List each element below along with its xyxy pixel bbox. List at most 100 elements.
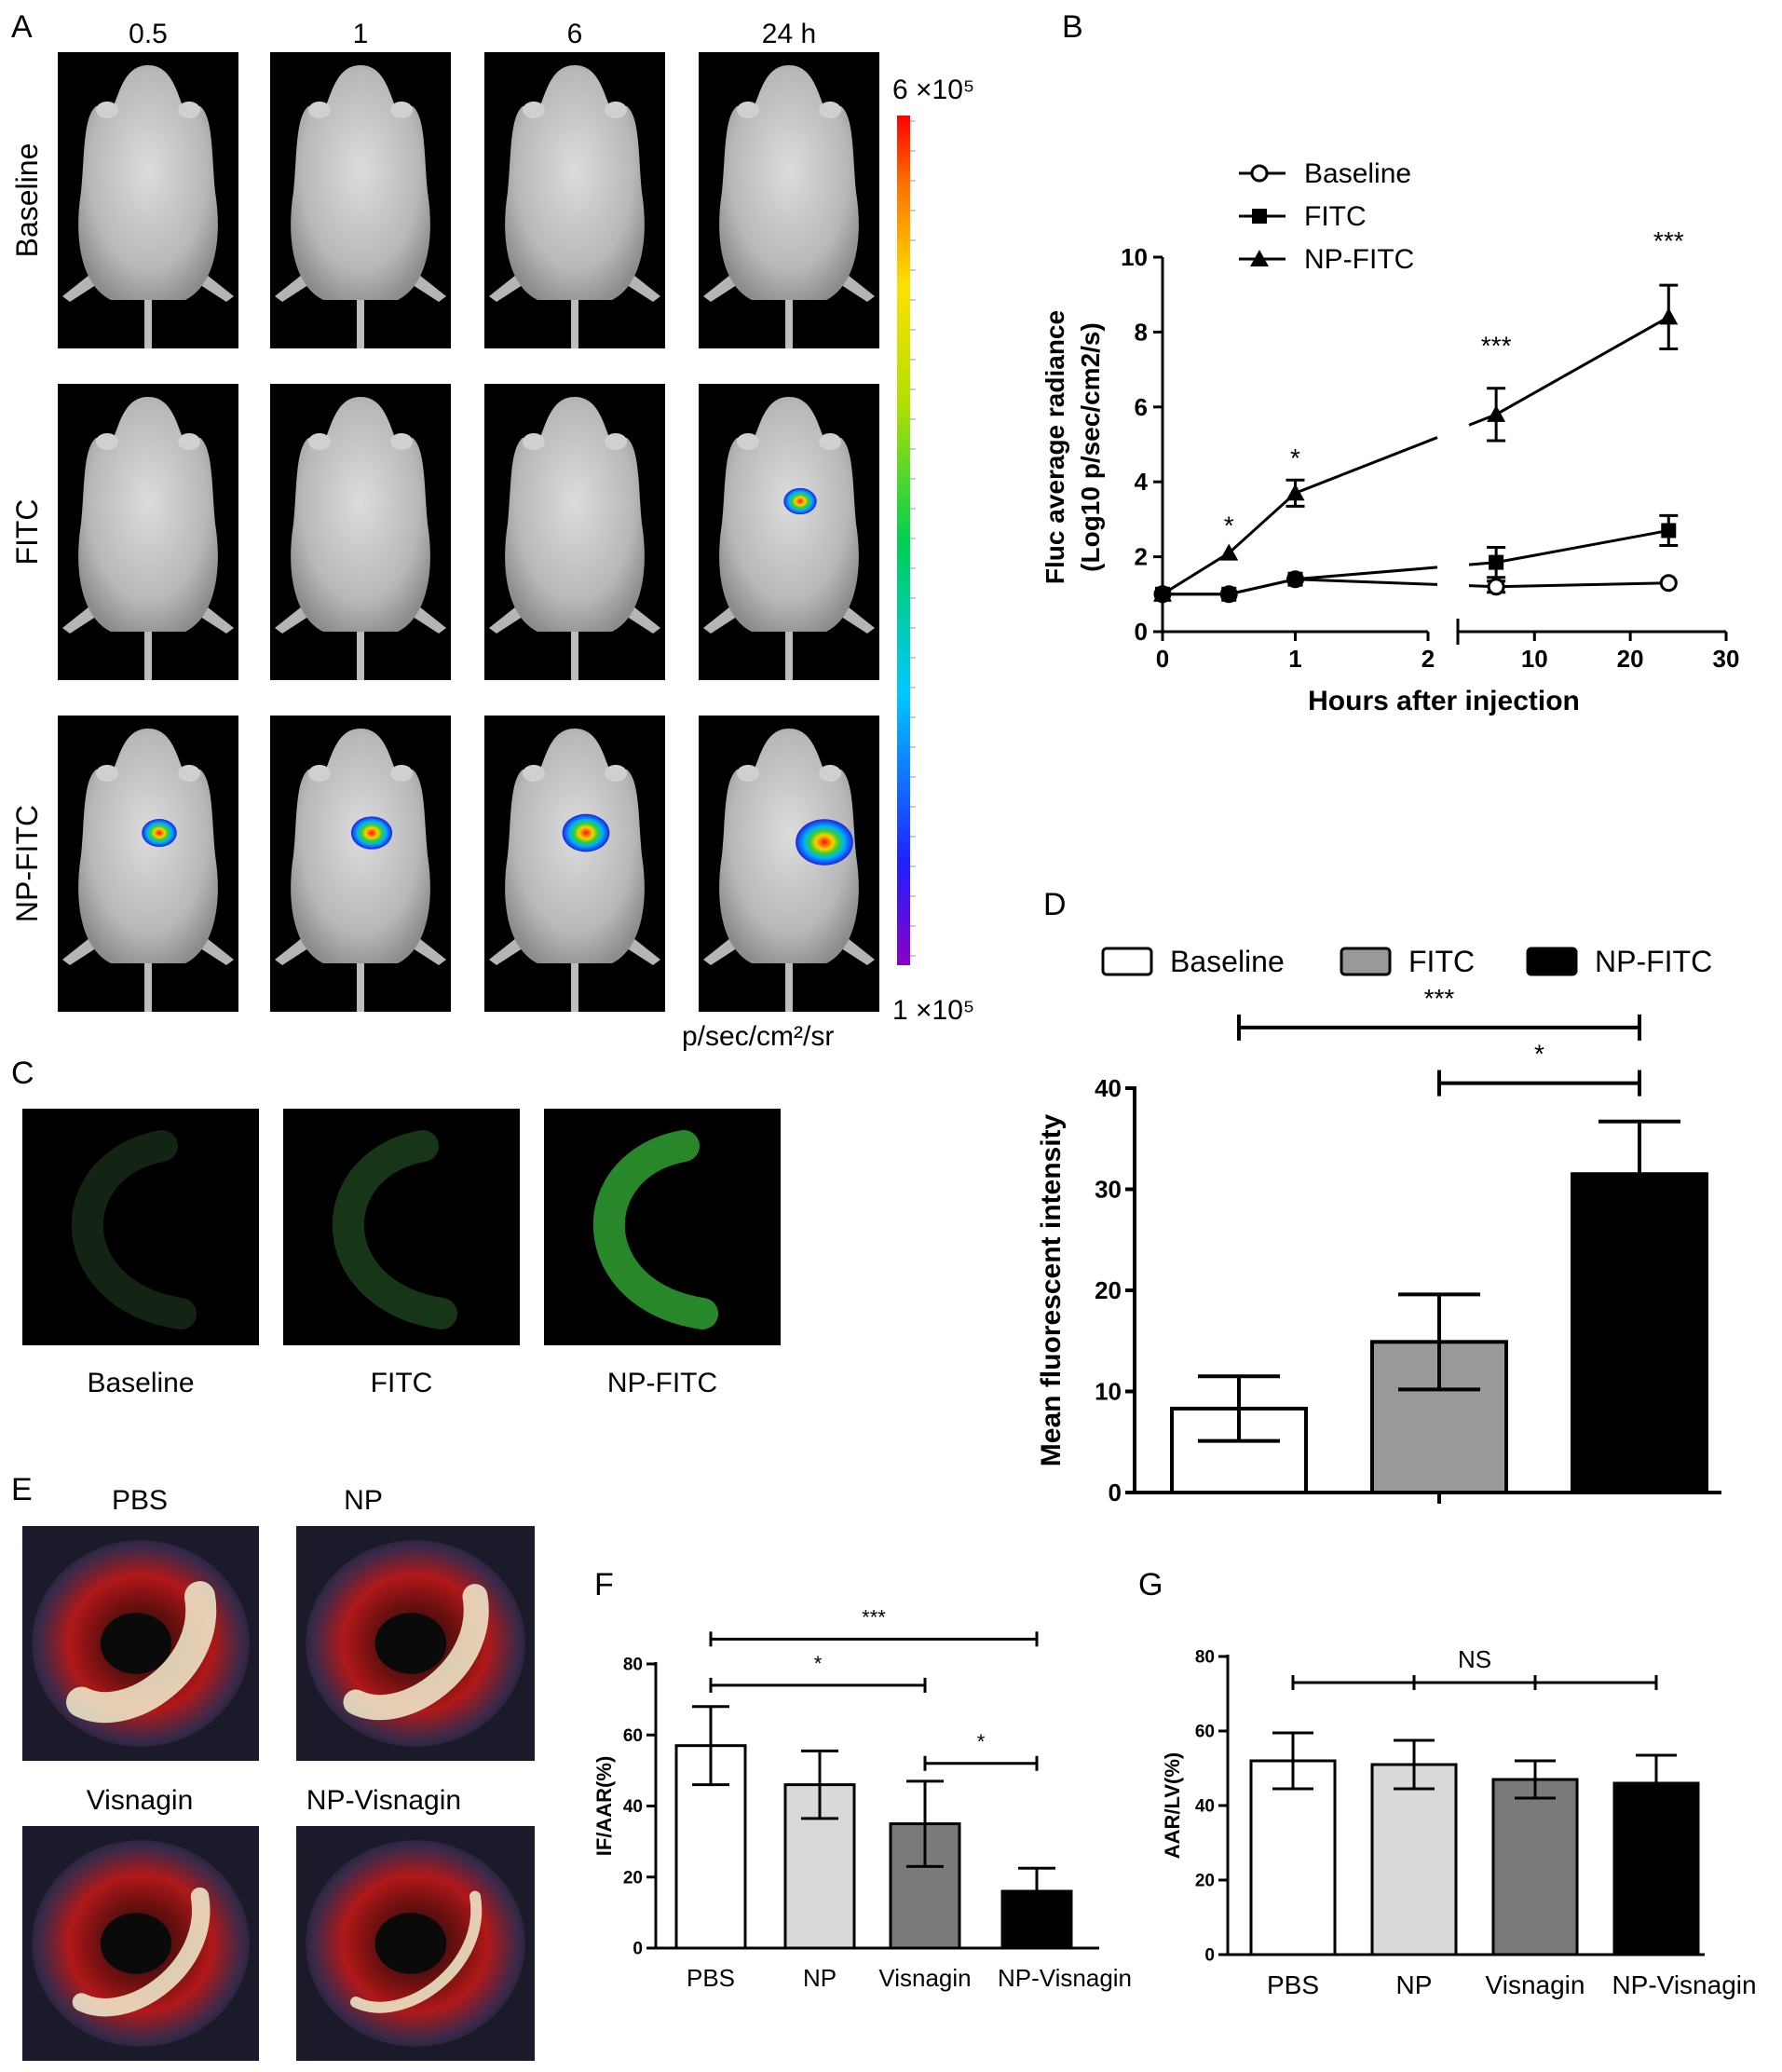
data-point [1252,209,1267,224]
panel-e: E PBS NP Visnagin NP-Visnagin [11,1472,535,2061]
legend-label: Baseline [1170,945,1285,978]
bar [1491,1778,1579,1956]
chart-b: 0 2 4 6 8 10 0 1 2 10 20 30 Hours after injection Flu… [1041,158,1739,716]
mouse-body [78,65,218,300]
colorbar [897,116,910,965]
fluorescence-hotspot [796,819,853,866]
heart-slice-images: PBS NP Visnagin NP-Visnagin [22,1485,535,2061]
mouse-tail [144,628,152,680]
panel-c-label: C [11,1056,34,1091]
mouse-tail [357,296,364,348]
mouse-ear [605,102,627,118]
mouse-body [505,65,645,300]
heart-slice-image [22,1826,259,2061]
mouse-image [58,716,238,1012]
data-point [1659,574,1678,593]
image-label: PBS [112,1485,168,1516]
mouse-ear [96,765,118,782]
heart-section-images: Baseline FITC NP-FITC [22,1109,781,1398]
mouse-ear [308,433,331,450]
colorbar-max-label: 6 ×10⁵ [892,75,974,105]
mouse-ear [390,433,413,450]
significance-label: * [1224,511,1234,539]
panel-g: G 0 20 40 60 80 AAR/LV(%) PBS NP Visnagin NP-Visn… [1138,1567,1757,1999]
mouse-tail [785,960,793,1012]
bar [1370,1763,1458,1956]
category-label: Visnagin [1486,1970,1585,1999]
image-label: FITC [371,1368,433,1398]
significance-label: *** [1653,226,1684,255]
legend-swatch [1526,947,1578,976]
mouse-ear [523,102,545,118]
mouse-tail [785,628,793,680]
mouse-ear [308,102,331,118]
fluorescence-signal [72,1130,197,1329]
mouse-ear [178,765,200,782]
x-tick-label: 10 [1521,645,1548,673]
x-tick-label: 1 [1288,645,1301,673]
mouse-body [291,397,430,632]
mouse-body [505,397,645,632]
heart-slice-image [22,1526,259,1761]
image-label: NP-Visnagin [306,1785,461,1816]
y-tick-label: 8 [1135,318,1148,346]
mouse-ear [819,102,841,118]
mouse-body [291,65,430,300]
mouse-tail [785,296,793,348]
panel-a: A 0.5 1 6 24 h Baseline FITC NP-FITC 6 ×10⁵ 1… [10,9,974,1052]
infarct-region [343,1584,489,1720]
y-tick-label: 6 [1135,393,1148,421]
fluorescence-hotspot [783,487,817,515]
mouse-body [78,729,218,963]
legend-swatch [1101,947,1153,976]
timepoint-label: 0.5 [129,19,168,49]
category-label: NP-Visnagin [1612,1970,1756,1999]
y-tick-label: 80 [1195,1648,1215,1668]
mouse-ear [737,102,759,118]
legend-label: FITC [1408,945,1475,978]
ventricle-cavity [100,1913,172,1974]
category-label: NP-Visnagin [998,1964,1132,1992]
mouse-ear [178,102,200,118]
legend: Baseline FITC NP-FITC [1239,158,1414,275]
fluorescence-hotspot [142,818,177,848]
significance-label: *** [1424,984,1455,1013]
timepoint-label: 6 [567,19,583,49]
significance-label: * [1290,443,1300,472]
panel-f-label: F [594,1567,614,1602]
y-tick-label: 40 [1195,1797,1215,1817]
mouse-image-grid [58,52,879,1012]
x-tick-label: 0 [1156,645,1169,673]
row-label: FITC [10,498,44,565]
y-axis-label: AAR/LV(%) [1161,1752,1184,1859]
series-line [1163,566,1438,596]
y-tick-label: 0 [1109,1479,1122,1506]
legend-swatch [1340,947,1392,976]
data-point [1221,586,1237,602]
category-label: PBS [687,1964,735,1992]
mouse-image [699,716,879,1012]
mouse-ear [390,765,413,782]
category-label: NP [803,1964,837,1992]
mouse-ear [737,765,759,782]
panel-d-label: D [1043,887,1067,922]
timepoint-label: 24 h [762,19,816,49]
ventricle-cavity [100,1613,172,1674]
image-label: NP [344,1485,383,1516]
mouse-body [78,397,218,632]
legend-label: FITC [1304,201,1367,232]
series-np-fitc [1153,283,1679,602]
mouse-image [484,52,665,348]
data-point [1287,571,1303,587]
y-tick-label: 2 [1135,543,1148,571]
y-tick-label: 40 [623,1797,643,1817]
y-tick-label: 10 [1095,1378,1122,1406]
significance-label: * [1534,1040,1544,1069]
data-point [1250,250,1269,266]
timepoint-label: 1 [353,19,369,49]
mouse-ear [178,433,200,450]
ventricle-cavity [374,1613,447,1674]
mouse-image [270,52,451,348]
